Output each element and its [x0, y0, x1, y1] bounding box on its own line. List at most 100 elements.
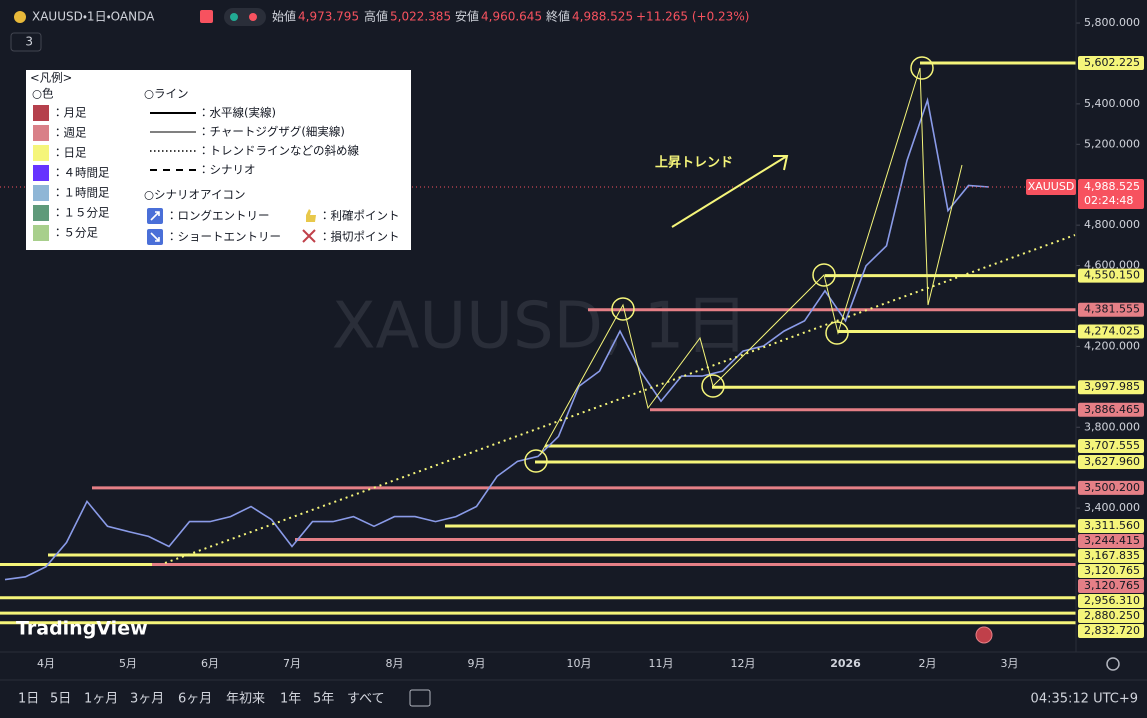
low-value: 4,960.645 — [481, 10, 542, 24]
legend-item: ：トレンドラインなどの斜め線 — [198, 144, 359, 158]
range-button[interactable]: 3ヶ月 — [130, 692, 164, 707]
level-label: 2,832.720 — [1084, 624, 1140, 637]
x-tick-label: 4月 — [37, 657, 55, 670]
logo: TradingView — [16, 618, 148, 640]
level-label: 3,627.960 — [1084, 455, 1140, 468]
symbol: XAUUSD・1日・OANDA — [32, 10, 155, 24]
level-label: 3,244.415 — [1084, 534, 1140, 547]
event-icon[interactable] — [975, 626, 993, 644]
level-label: 5,602.225 — [1084, 56, 1140, 69]
range-button[interactable]: すべて — [347, 692, 385, 707]
color-swatch — [33, 225, 49, 241]
countdown: 02:24:48 — [1084, 194, 1133, 207]
close-value: 4,988.525 — [572, 10, 633, 24]
legend: <凡例> ○色 ○ライン ○シナリオアイコン ：月足 ：週足 ：日足 ：４時間足 ：１時… — [26, 70, 411, 250]
y-tick-label: 4,600.000 — [1084, 259, 1140, 272]
take-profit-icon — [302, 209, 316, 222]
open-label: 始値 — [272, 9, 296, 24]
low-label: 安値 — [455, 9, 479, 24]
level-label-bg — [1078, 578, 1144, 593]
legend-item: ：利確ポイント — [319, 209, 400, 223]
level-label: 2,880.250 — [1084, 609, 1140, 622]
legend-item: ：ショートエントリー — [166, 230, 281, 244]
level-label-bg — [1078, 533, 1144, 548]
y-tick-label: 5,200.000 — [1084, 137, 1140, 150]
level-label: 3,886.465 — [1084, 403, 1140, 416]
legend-item: ：チャートジグザグ(細実線) — [198, 125, 345, 139]
flag-icon[interactable] — [200, 10, 213, 23]
level-label-bg — [1078, 608, 1144, 623]
settings-icon[interactable] — [1106, 657, 1120, 671]
legend-item: ：シナリオ — [198, 163, 256, 177]
color-swatch — [33, 125, 49, 141]
level-label-bg — [1078, 438, 1144, 453]
level-label: 3,120.765 — [1084, 579, 1140, 592]
legend-item: ：１時間足 — [52, 186, 110, 200]
marker-circle — [812, 263, 836, 287]
level-label: 4,274.025 — [1084, 324, 1140, 337]
drawings — [164, 56, 1076, 564]
range-button[interactable]: 6ヶ月 — [178, 692, 212, 707]
x-tick-label: 9月 — [468, 657, 486, 670]
legend-box — [26, 70, 411, 250]
x-tick-label: 7月 — [283, 657, 301, 670]
level-label-bg — [1078, 324, 1144, 339]
x-tick-label: 2026 — [830, 657, 861, 670]
x-tick-label: 6月 — [201, 657, 219, 670]
level-label: 3,707.555 — [1084, 439, 1140, 452]
level-label-bg — [1078, 623, 1144, 638]
x-tick-label: 11月 — [649, 657, 674, 670]
legend-item: ：月足 — [52, 106, 87, 120]
color-swatch — [33, 145, 49, 161]
annotation: 上昇トレンド — [655, 156, 733, 171]
marker-circle — [611, 297, 635, 321]
high-label: 高値 — [364, 9, 388, 24]
range-button[interactable]: 5年 — [313, 692, 334, 707]
date-range-icon[interactable] — [409, 689, 431, 707]
symbol-icon — [14, 11, 26, 23]
level-label: 3,120.765 — [1084, 564, 1140, 577]
trend-arrow — [671, 155, 788, 228]
level-label-bg — [1078, 480, 1144, 495]
indicator-toggle[interactable] — [10, 32, 42, 52]
range-button[interactable]: 5日 — [50, 692, 71, 707]
y-tick-label: 4,200.000 — [1084, 339, 1140, 352]
level-label-bg — [1078, 268, 1144, 283]
range-button[interactable]: 年初来 — [226, 691, 265, 707]
x-tick-label: 8月 — [386, 657, 404, 670]
level-label: 3,500.200 — [1084, 481, 1140, 494]
marker-circle — [825, 321, 849, 345]
range-button[interactable]: 1年 — [280, 692, 301, 707]
stop-loss-icon — [302, 229, 316, 243]
y-tick-label: 3,400.000 — [1084, 501, 1140, 514]
y-tick-label: 5,400.000 — [1084, 97, 1140, 110]
current-price: 4,988.525 — [1084, 180, 1140, 193]
price-line — [4, 97, 990, 581]
high-value: 5,022.385 — [390, 10, 451, 24]
level-label: 3,167.835 — [1084, 549, 1140, 562]
x-tick-label: 3月 — [1001, 657, 1019, 670]
level-label-bg — [1078, 548, 1144, 563]
level-label-bg — [1078, 302, 1144, 317]
range-button[interactable]: 1ヶ月 — [84, 692, 118, 707]
range-button[interactable]: 1日 — [18, 692, 39, 707]
legend-item: ：週足 — [52, 126, 87, 140]
level-label: 2,956.310 — [1084, 594, 1140, 607]
legend-item: ：日足 — [52, 146, 87, 160]
current-price-bg — [1078, 179, 1144, 210]
change: +11.265 (+0.23%) — [636, 10, 749, 24]
level-label-bg — [1078, 455, 1144, 470]
color-swatch — [33, 205, 49, 221]
toolbar: 1日 5日 1ヶ月 3ヶ月 6ヶ月 年初来 1年 5年 すべて — [18, 691, 385, 707]
level-label: 4,381.555 — [1084, 303, 1140, 316]
marker-circle — [910, 56, 934, 80]
level-label-bg — [1078, 518, 1144, 533]
x-tick-label: 5月 — [119, 657, 137, 670]
status-pill[interactable] — [224, 8, 266, 26]
indicator-count: 3 — [25, 35, 33, 49]
arrow-down — [150, 232, 160, 242]
legend-item: ：５分足 — [52, 226, 98, 240]
color-swatch — [33, 185, 49, 201]
y-tick-label: 5,800.000 — [1084, 16, 1140, 29]
